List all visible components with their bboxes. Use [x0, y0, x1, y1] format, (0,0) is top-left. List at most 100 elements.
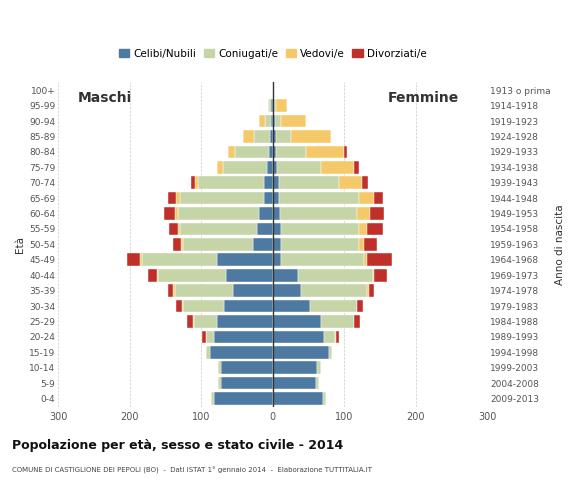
- Bar: [375, 192, 383, 204]
- Bar: [271, 115, 273, 128]
- Bar: [375, 269, 387, 282]
- Y-axis label: Età: Età: [15, 236, 25, 253]
- Bar: [321, 161, 354, 174]
- Bar: [140, 253, 142, 266]
- Bar: [281, 115, 306, 128]
- Bar: [235, 145, 269, 158]
- Bar: [195, 177, 198, 189]
- Bar: [273, 253, 281, 266]
- Bar: [169, 223, 177, 235]
- Bar: [358, 223, 367, 235]
- Bar: [218, 377, 222, 389]
- Bar: [176, 300, 182, 312]
- Bar: [264, 192, 273, 204]
- Bar: [298, 269, 373, 282]
- Bar: [273, 392, 323, 405]
- Bar: [367, 284, 369, 297]
- Bar: [336, 331, 339, 343]
- Bar: [183, 300, 224, 312]
- Bar: [273, 331, 324, 343]
- Bar: [168, 284, 173, 297]
- Bar: [142, 253, 217, 266]
- Bar: [339, 177, 362, 189]
- Bar: [187, 315, 193, 328]
- Bar: [259, 115, 265, 128]
- Bar: [175, 284, 234, 297]
- Bar: [273, 207, 280, 220]
- Bar: [173, 238, 180, 251]
- Bar: [370, 207, 385, 220]
- Bar: [306, 145, 343, 158]
- Bar: [175, 207, 179, 220]
- Bar: [211, 392, 214, 405]
- Bar: [217, 253, 273, 266]
- Bar: [369, 284, 375, 297]
- Bar: [257, 223, 273, 235]
- Bar: [273, 315, 321, 328]
- Bar: [354, 161, 360, 174]
- Bar: [224, 300, 273, 312]
- Text: Popolazione per età, sesso e stato civile - 2014: Popolazione per età, sesso e stato civil…: [12, 439, 343, 452]
- Bar: [158, 269, 226, 282]
- Bar: [264, 177, 273, 189]
- Bar: [259, 207, 273, 220]
- Bar: [277, 99, 287, 112]
- Bar: [274, 99, 277, 112]
- Bar: [277, 161, 321, 174]
- Bar: [324, 331, 335, 343]
- Y-axis label: Anno di nascita: Anno di nascita: [555, 204, 565, 285]
- Bar: [222, 377, 273, 389]
- Bar: [367, 223, 383, 235]
- Bar: [273, 361, 317, 374]
- Bar: [273, 223, 281, 235]
- Bar: [164, 207, 175, 220]
- Bar: [177, 223, 180, 235]
- Bar: [364, 253, 367, 266]
- Bar: [198, 177, 264, 189]
- Bar: [268, 99, 269, 112]
- Bar: [191, 177, 195, 189]
- Bar: [273, 269, 298, 282]
- Bar: [183, 238, 253, 251]
- Bar: [222, 361, 273, 374]
- Bar: [214, 331, 273, 343]
- Bar: [206, 346, 210, 359]
- Bar: [317, 361, 321, 374]
- Bar: [281, 223, 358, 235]
- Bar: [273, 284, 302, 297]
- Bar: [176, 192, 180, 204]
- Bar: [226, 269, 273, 282]
- Bar: [335, 331, 336, 343]
- Bar: [343, 145, 347, 158]
- Bar: [273, 300, 310, 312]
- Bar: [273, 145, 277, 158]
- Bar: [373, 269, 375, 282]
- Bar: [173, 284, 175, 297]
- Bar: [277, 145, 306, 158]
- Bar: [357, 207, 370, 220]
- Bar: [364, 238, 377, 251]
- Bar: [273, 346, 329, 359]
- Bar: [354, 315, 360, 328]
- Bar: [273, 130, 275, 143]
- Bar: [291, 130, 331, 143]
- Bar: [276, 130, 291, 143]
- Bar: [269, 99, 271, 112]
- Bar: [273, 115, 275, 128]
- Bar: [193, 315, 194, 328]
- Bar: [254, 130, 270, 143]
- Bar: [273, 84, 274, 96]
- Bar: [223, 161, 267, 174]
- Bar: [214, 392, 273, 405]
- Bar: [180, 192, 264, 204]
- Bar: [148, 269, 157, 282]
- Bar: [179, 207, 259, 220]
- Bar: [218, 361, 222, 374]
- Bar: [217, 161, 223, 174]
- Bar: [205, 331, 214, 343]
- Bar: [321, 315, 354, 328]
- Bar: [329, 346, 332, 359]
- Bar: [180, 238, 183, 251]
- Bar: [273, 161, 277, 174]
- Bar: [269, 145, 273, 158]
